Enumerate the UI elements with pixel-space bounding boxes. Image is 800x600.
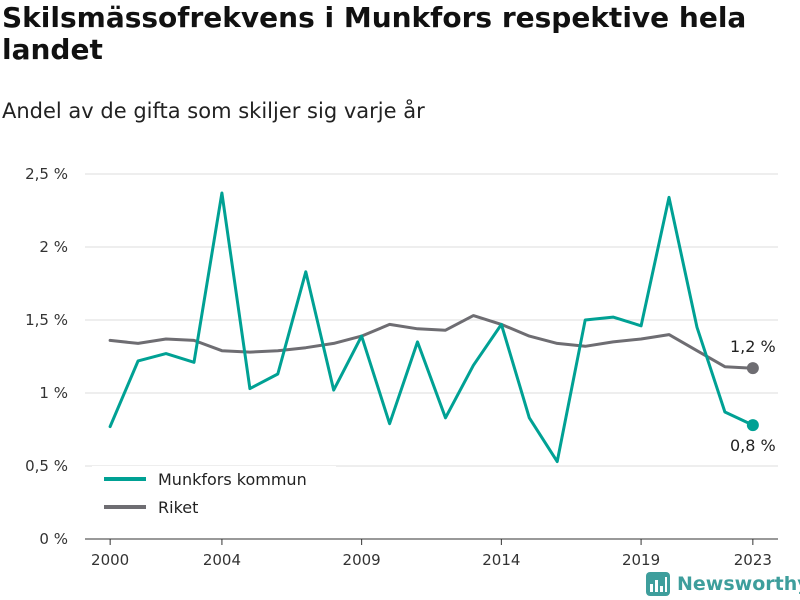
x-tick-label: 2000 — [91, 551, 129, 569]
x-tick-label: 2014 — [482, 551, 520, 569]
y-tick-label: 1 % — [39, 384, 68, 402]
end-point-riket — [746, 362, 759, 375]
series-line-munkfors — [108, 191, 755, 464]
chart-title: Skilsmässofrekvens i Munkfors respektive… — [2, 1, 747, 66]
legend-background — [92, 466, 336, 528]
x-tick-label: 2004 — [203, 551, 241, 569]
brand-logo: Newsworthy — [646, 571, 800, 597]
x-tick-label: 2023 — [734, 551, 772, 569]
x-axis: 2000 2004 2009 2014 2019 2023 — [85, 538, 778, 569]
end-point-munkfors — [746, 419, 759, 432]
y-tick-label: 0,5 % — [25, 457, 68, 475]
x-tick-label: 2009 — [343, 551, 381, 569]
legend: Munkfors kommun Riket — [92, 466, 336, 528]
y-tick-label: 0 % — [39, 530, 68, 548]
end-label-munkfors: 0,8 % — [730, 436, 776, 455]
bar-chart-icon — [646, 572, 670, 596]
y-tick-label: 2 % — [39, 238, 68, 256]
series-lines — [108, 191, 759, 464]
y-axis-tick-labels: 0 % 0,5 % 1 % 1,5 % 2 % 2,5 % — [25, 165, 68, 548]
chart-subtitle: Andel av de gifta som skiljer sig varje … — [2, 99, 425, 123]
end-labels: 1,2 % 0,8 % — [730, 337, 776, 455]
end-label-riket: 1,2 % — [730, 337, 776, 356]
legend-label-riket: Riket — [158, 498, 198, 517]
y-tick-label: 2,5 % — [25, 165, 68, 183]
legend-label-munkfors: Munkfors kommun — [158, 470, 307, 489]
x-tick-label: 2019 — [622, 551, 660, 569]
series-line-riket — [108, 314, 755, 370]
brand-name: Newsworthy — [677, 573, 800, 595]
y-tick-label: 1,5 % — [25, 311, 68, 329]
